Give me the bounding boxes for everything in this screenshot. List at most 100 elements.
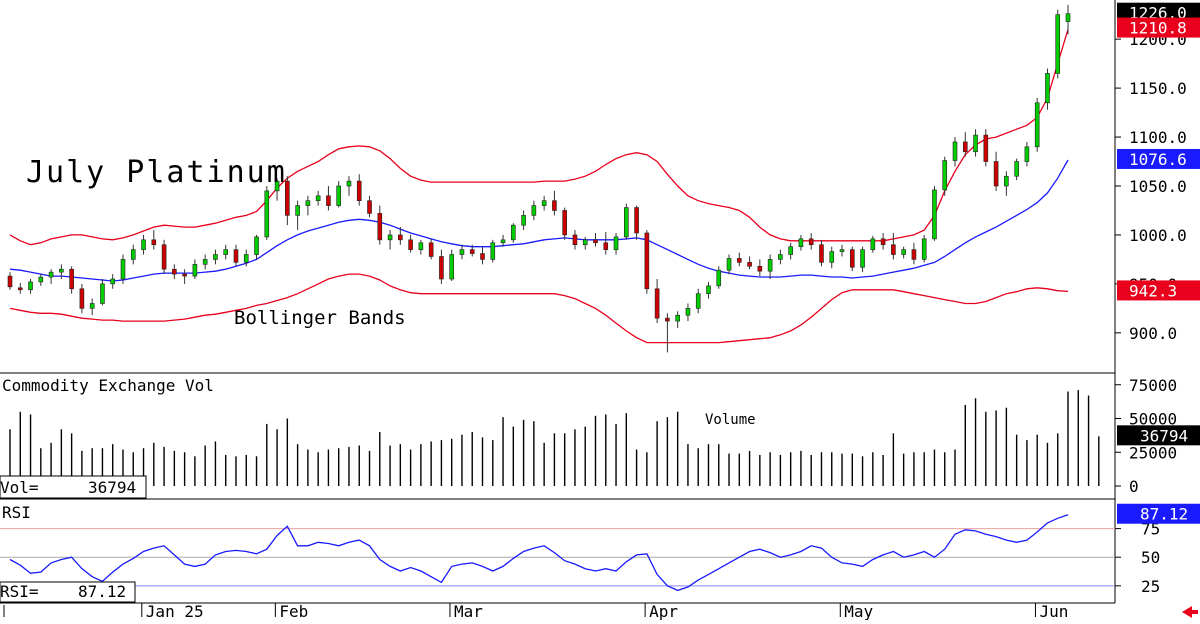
candle-body	[161, 244, 167, 270]
price-tick-label: 1150.0	[1129, 79, 1187, 98]
volume-tick-label: 50000	[1129, 410, 1177, 429]
candle-body	[79, 288, 85, 309]
candle-body	[192, 264, 198, 277]
volume-readout-value: 36794	[88, 478, 136, 497]
candle-body	[582, 239, 588, 246]
candle-body	[305, 200, 311, 206]
candle-body	[952, 141, 958, 161]
price-tick-label: 1100.0	[1129, 128, 1187, 147]
candle-body	[747, 262, 752, 267]
x-axis-label: May	[844, 602, 873, 620]
candle-body	[202, 259, 208, 265]
candle-body	[1034, 102, 1040, 148]
candle-body	[17, 287, 23, 291]
rsi-readout-box	[0, 581, 136, 603]
rsi-readout-label: RSI=	[0, 582, 39, 601]
candle-body	[849, 249, 855, 268]
rsi-panel-title: RSI	[2, 503, 31, 522]
candle-body	[572, 234, 578, 246]
candle-body	[346, 180, 352, 187]
candle-body	[377, 213, 383, 241]
candle-body	[819, 244, 824, 263]
candle-body	[469, 249, 475, 254]
price-tick-label: 1050.0	[1129, 177, 1187, 196]
candle-body	[531, 205, 537, 216]
candle-body	[387, 234, 393, 241]
candle-body	[562, 210, 567, 236]
candle-body	[69, 268, 74, 290]
candle-body	[808, 238, 814, 246]
candle-body	[326, 195, 331, 206]
candle-body	[141, 239, 146, 250]
candle-body	[695, 293, 701, 309]
candle-body	[860, 249, 865, 268]
candle-body	[274, 180, 280, 192]
candle-body	[767, 259, 773, 272]
x-axis-label: Feb	[279, 602, 308, 620]
volume-panel-title: Commodity Exchange Vol	[2, 376, 214, 395]
candle-body	[962, 141, 968, 153]
candle-body	[398, 234, 403, 241]
candle-body	[644, 232, 650, 290]
candle-body	[285, 180, 290, 216]
x-axis-label: Apr	[649, 602, 678, 620]
rsi-line	[9, 514, 1069, 592]
volume-last-label-box	[1117, 425, 1200, 446]
candle-body	[901, 249, 906, 255]
candle-body	[336, 185, 341, 206]
candle-body	[223, 249, 229, 255]
candle-body	[757, 265, 763, 272]
candle-body	[182, 273, 187, 277]
candle-body	[172, 268, 177, 275]
candle-body	[675, 314, 680, 322]
candle-body	[367, 200, 372, 214]
candle-body	[1055, 14, 1061, 74]
candle-body	[613, 236, 619, 250]
candle-body	[1014, 161, 1019, 177]
candle-body	[511, 224, 516, 241]
candle-body	[500, 239, 506, 244]
candle-body	[716, 269, 722, 287]
candle-body	[634, 207, 639, 234]
candle-body	[983, 134, 989, 162]
candle-body	[254, 236, 259, 255]
candle-body	[911, 249, 917, 260]
candle-body	[480, 253, 485, 260]
volume-last-label: 36794	[1140, 426, 1188, 445]
volume-tick-label: 25000	[1129, 443, 1177, 462]
candle-body	[932, 189, 937, 240]
candle-body	[973, 134, 978, 153]
candle-body	[233, 249, 239, 263]
volume-annotation: Volume	[705, 412, 756, 428]
candle-body	[428, 242, 434, 257]
price-tick-label: 900.0	[1129, 324, 1177, 343]
volume-tick-label: 0	[1129, 477, 1139, 496]
rsi-tick-label: 75	[1141, 520, 1160, 539]
candle-body	[28, 281, 33, 291]
candle-body	[264, 190, 270, 238]
scroll-left-arrow-stem	[1191, 610, 1198, 614]
candle-body	[942, 160, 948, 191]
candle-body	[1045, 73, 1050, 104]
candle-body	[891, 244, 896, 255]
x-axis-label: Jun	[1039, 602, 1068, 620]
candle-body	[408, 239, 413, 250]
candle-body	[993, 161, 999, 187]
candle-body	[798, 238, 804, 247]
candle-body	[552, 200, 557, 211]
rsi-tick-label: 25	[1141, 577, 1160, 596]
scroll-left-arrow-icon[interactable]	[1182, 606, 1192, 618]
candle-body	[59, 268, 64, 273]
bollinger-bands-label: Bollinger Bands	[234, 307, 406, 329]
candle-body	[624, 207, 629, 238]
x-axis-label: Jan 25	[146, 602, 204, 620]
candle-body	[439, 256, 444, 280]
candle-body	[449, 254, 454, 280]
candle-body	[665, 317, 670, 322]
candle-body	[1004, 175, 1009, 187]
candle-body	[89, 303, 95, 309]
price-label-box	[1117, 148, 1200, 169]
candle-body	[7, 275, 13, 288]
